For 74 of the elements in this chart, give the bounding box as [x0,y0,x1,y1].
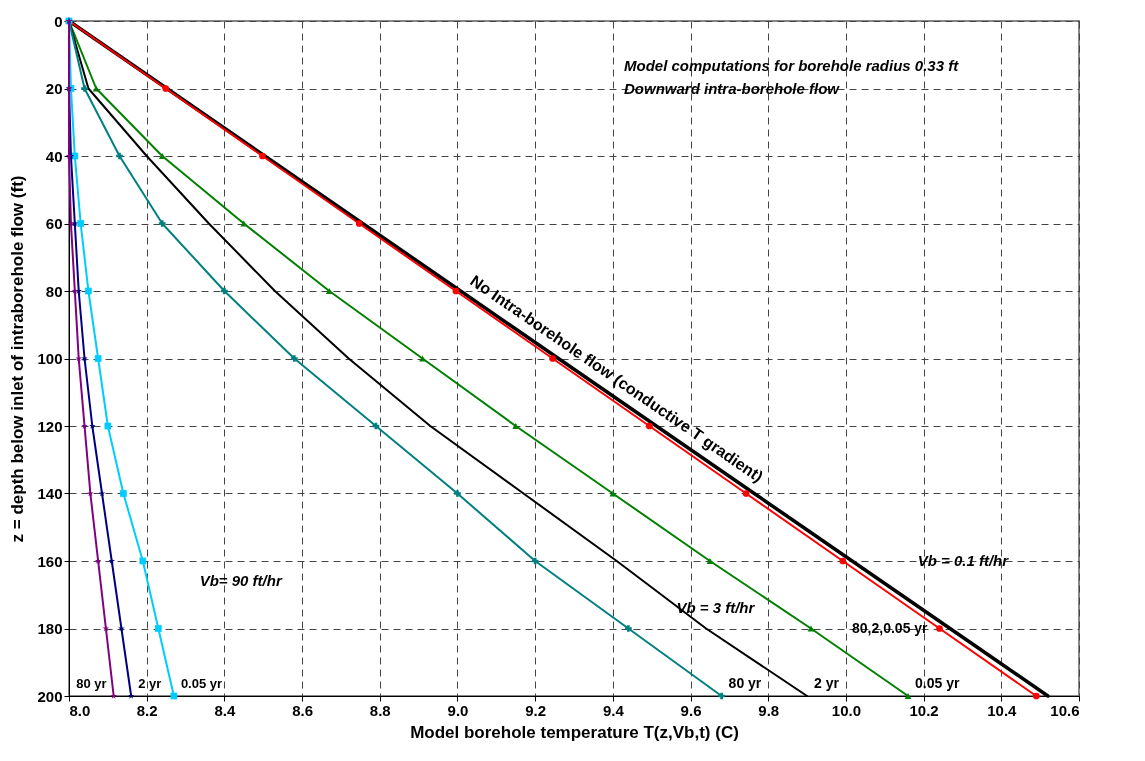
point [162,85,170,92]
point [98,490,106,497]
y-tick-label: 40 [45,147,63,165]
x-tick-label: 9.2 [525,701,547,719]
x-tick-label: 10.2 [909,701,939,719]
annotation: Downward intra-borehole flow [624,80,841,97]
y-tick-label: 180 [37,620,63,637]
point [71,220,79,227]
annotation: Vb = 3 ft/hr [676,599,756,617]
point [120,490,127,497]
annotation: Vb= 90 ft/hr [199,572,283,590]
series-label: 80,2,0.05 yr [852,619,929,636]
point [452,287,460,295]
point [158,153,166,159]
point [625,625,632,632]
point [104,422,112,430]
point [116,152,123,160]
y-tick-label: 160 [37,552,63,570]
point [454,490,461,497]
x-tick-label: 10.4 [987,701,1018,719]
point [94,355,102,362]
y-axis-title: z = depth below inlet of intraborehole flow (ft) [8,175,28,543]
y-tick-label: 20 [45,80,63,97]
x-tick-label: 9.4 [602,701,625,719]
point [290,355,298,362]
series-label: 0.05 yr [915,675,960,691]
x-tick-label: 8.8 [369,701,391,719]
point [904,693,912,699]
x-tick-label: 10.0 [831,701,862,719]
y-tick-label: 200 [37,687,63,705]
point [81,85,88,92]
y-tick-label: 80 [45,282,63,300]
point [742,490,750,497]
series-label: 80 yr [76,676,107,691]
annotation: Model computations for borehole radius 0.33 ft [624,57,960,74]
series-label: 0.05 yr [180,676,223,691]
point [259,152,266,160]
point [77,220,85,227]
point [718,692,725,700]
x-tick-label: 8.4 [214,701,236,719]
point [67,220,75,227]
y-tick-label: 0 [54,12,63,30]
x-tick-label: 9.0 [447,701,469,719]
point [325,288,333,294]
point [936,625,943,632]
point [102,625,110,632]
point [75,355,82,362]
point [355,220,363,227]
x-tick-label: 10.6 [1050,701,1080,719]
y-tick-label: 100 [37,350,63,367]
series-label: 2 yr [138,676,162,691]
x-tick-label: 9.8 [758,701,780,719]
point [1032,692,1040,700]
point [706,558,714,564]
annotation: Vb = 0.1 ft/hr [917,552,1010,569]
x-tick-label: 8.6 [292,701,314,719]
y-tick-label: 140 [37,485,63,502]
point [139,557,147,565]
point [85,287,92,295]
point [94,557,102,564]
point [221,287,228,295]
x-tick-label: 8.2 [136,701,158,719]
point [839,557,847,565]
point [512,423,520,429]
series-label: 80 yr [728,675,762,691]
x-tick-label: 8.0 [69,701,91,719]
series-label: 2 yr [814,675,840,691]
point [154,625,162,632]
x-tick-label: 9.6 [680,701,702,719]
point [127,692,135,699]
x-axis-title: Model borehole temperature T(z,Vb,t) (C) [410,722,739,742]
y-tick-label: 60 [45,215,63,232]
y-tick-label: 120 [37,417,63,435]
point [158,220,166,227]
